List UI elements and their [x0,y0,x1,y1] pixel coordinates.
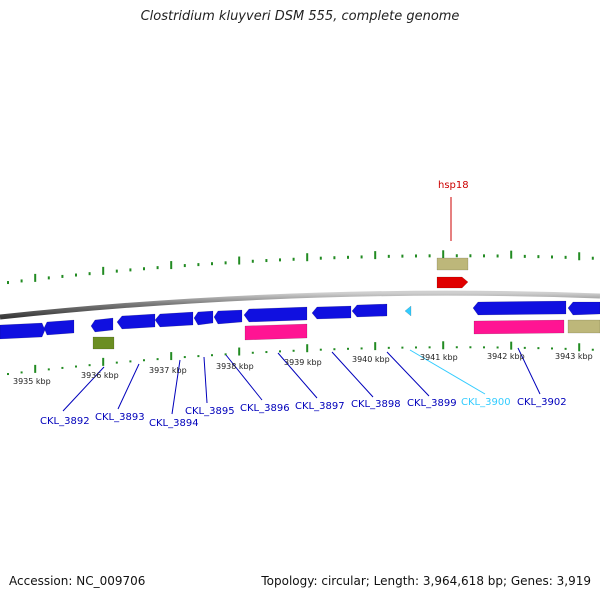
leader-line [277,352,318,399]
leader-line [117,363,140,410]
gene-label-hsp18[interactable]: hsp18 [438,180,469,191]
rna-feature-1[interactable] [244,323,308,341]
gene-arrow-ckl-3896b[interactable] [213,309,243,325]
gene-arrow-ckl-3900[interactable] [404,305,412,317]
genome-summary-text: Topology: circular; Length: 3,964,618 bp… [261,574,591,588]
gene-arrow-ckl-3897[interactable] [243,306,308,323]
gene-label-ckl-3902[interactable]: CKL_3902 [517,397,567,408]
gene-arrow-ckl-3902[interactable] [472,300,567,316]
scale-label: 3941 kbp [420,353,458,362]
gene-label-ckl-3899[interactable]: CKL_3899 [407,398,457,409]
scale-label: 3935 kbp [13,377,51,386]
tan-feature-2[interactable] [567,319,600,334]
scale-label: 3942 kbp [487,352,525,361]
gene-arrow-ckl-3893[interactable] [90,317,114,333]
gene-arrow-ckl-3894[interactable] [116,313,156,330]
tick-marks [7,250,594,376]
leader-line [331,351,374,398]
gene-arrow-hsp18[interactable] [436,276,469,289]
gene-label-ckl-3894[interactable]: CKL_3894 [149,418,199,429]
label-leader-lines [62,197,541,415]
gene-label-ckl-3898[interactable]: CKL_3898 [351,399,401,410]
leader-line [171,359,181,415]
gene-label-ckl-3897[interactable]: CKL_3897 [295,401,345,412]
leader-line [62,366,105,412]
leader-line [386,351,430,397]
gene-label-ckl-3896[interactable]: CKL_3896 [240,403,290,414]
tan-feature-1[interactable] [436,257,469,271]
gene-arrow-ckl-3898[interactable] [311,305,352,320]
gene-arrow-ckl-3892[interactable] [43,319,75,336]
gene-label-ckl-3900[interactable]: CKL_3900 [461,397,511,408]
scale-label: 3936 kbp [81,371,119,380]
leader-line [203,356,208,404]
gene-arrow-ckl-3891[interactable] [0,322,46,340]
gene-arrow-ckl-3896a[interactable] [193,310,214,326]
scale-label: 3937 kbp [149,366,187,375]
leader-line [409,349,486,395]
olive-feature[interactable] [92,336,115,350]
scale-label: 3939 kbp [284,358,322,367]
genome-backbone [0,290,600,320]
scale-label: 3940 kbp [352,355,390,364]
gene-features [0,257,600,350]
scale-label: 3938 kbp [216,362,254,371]
gene-label-ckl-3892[interactable]: CKL_3892 [40,416,90,427]
rna-feature-2[interactable] [473,319,565,335]
gene-arrow-ckl-3903[interactable] [567,301,600,316]
gene-arrow-ckl-3899[interactable] [351,303,388,318]
accession-text: Accession: NC_009706 [9,574,146,588]
gene-arrow-ckl-3895[interactable] [154,311,194,328]
gene-label-ckl-3895[interactable]: CKL_3895 [185,406,235,417]
gene-label-ckl-3893[interactable]: CKL_3893 [95,412,145,423]
leader-line [225,354,263,401]
scale-label: 3943 kbp [555,352,593,361]
genome-title: Clostridium kluyveri DSM 555, complete g… [140,9,460,24]
leader-line [517,347,541,395]
